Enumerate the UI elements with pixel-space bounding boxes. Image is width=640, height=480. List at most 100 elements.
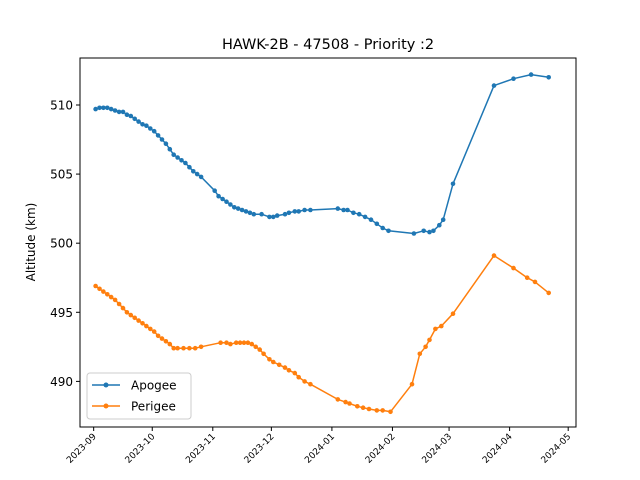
apogee-point (411, 231, 417, 236)
perigee-point (388, 409, 393, 415)
apogee-point (151, 128, 157, 134)
chart-title: HAWK-2B - 47508 - Priority :2 (222, 37, 434, 53)
apogee-point (124, 112, 130, 117)
apogee-point (362, 214, 368, 220)
perigee-point (101, 289, 106, 294)
perigee-point (228, 341, 233, 347)
perigee-point (132, 315, 137, 321)
apogee-point (194, 171, 200, 177)
legend-perigee-marker (103, 403, 109, 409)
apogee-point (228, 202, 233, 207)
y-tick-label: 510 (50, 98, 73, 112)
apogee-point (302, 207, 307, 213)
y-tick-label: 490 (50, 375, 73, 389)
y-axis-label: Altitude (km) (24, 203, 38, 282)
apogee-point (224, 199, 229, 204)
apogee-point (386, 228, 391, 234)
apogee-point (421, 228, 427, 234)
perigee-point (355, 404, 360, 409)
apogee-point (179, 158, 184, 163)
perigee-point (308, 381, 313, 387)
perigee-point (427, 337, 432, 343)
perigee-point (224, 340, 229, 346)
y-tick-label: 500 (50, 237, 73, 251)
perigee-point (257, 347, 263, 352)
perigee-point (491, 253, 497, 258)
perigee-point (286, 368, 292, 373)
perigee-point (163, 339, 169, 344)
apogee-point (112, 108, 118, 113)
apogee-point (259, 211, 264, 217)
perigee-point (450, 311, 456, 317)
series-layer (93, 72, 551, 415)
apogee-point (159, 137, 165, 142)
perigee-point (237, 340, 243, 346)
perigee-point (360, 405, 366, 411)
perigee-point (433, 326, 438, 332)
apogee-point (148, 126, 153, 131)
apogee-point (167, 146, 173, 152)
perigee-point (249, 341, 255, 347)
perigee-point (241, 340, 247, 346)
apogee-point (220, 196, 225, 202)
y-axis: 490 495 500 505 510 (50, 98, 80, 389)
legend-perigee-label: Perigee (131, 400, 176, 414)
apogee-point (132, 116, 137, 122)
apogee-point (232, 205, 237, 210)
perigee-point (136, 318, 141, 323)
apogee-point (93, 106, 98, 112)
perigee-point (253, 344, 258, 350)
apogee-point (198, 174, 204, 180)
perigee-point (261, 351, 266, 357)
perigee-point (423, 344, 428, 350)
perigee-point (192, 345, 198, 351)
apogee-point (128, 113, 134, 119)
apogee-point (187, 164, 192, 170)
perigee-point (181, 345, 186, 351)
perigee-point (116, 301, 122, 307)
perigee-point (524, 275, 530, 281)
apogee-point (97, 105, 102, 111)
perigee-point (271, 359, 276, 365)
axes-frame (79, 57, 577, 428)
perigee-point (335, 397, 341, 402)
perigee-point (292, 370, 298, 376)
apogee-point (116, 109, 122, 115)
apogee-point (235, 206, 241, 211)
apogee-point (440, 217, 446, 222)
perigee-point (347, 401, 352, 406)
y-tick-label: 495 (50, 306, 73, 320)
apogee-point (251, 211, 257, 217)
apogee-point (341, 207, 346, 213)
perigee-point (128, 312, 134, 318)
perigee-point (198, 344, 204, 350)
perigee-point (245, 340, 251, 346)
perigee-point (159, 336, 165, 341)
perigee-point (532, 279, 538, 285)
apogee-point (271, 214, 276, 220)
y-tick-label: 505 (50, 168, 73, 182)
perigee-point (233, 340, 239, 346)
perigee-point (380, 408, 386, 413)
apogee-point (239, 207, 245, 213)
apogee-point (212, 188, 217, 193)
apogee-point (274, 213, 280, 218)
apogee-point (345, 207, 350, 213)
apogee-point (292, 209, 298, 214)
apogee-point (282, 211, 288, 217)
apogee-point (171, 152, 176, 157)
perigee-point (112, 297, 118, 303)
apogee-point (243, 209, 249, 214)
perigee-point (171, 345, 176, 351)
apogee-point (136, 119, 141, 124)
apogee-point (267, 214, 272, 220)
perigee-point (155, 333, 161, 339)
apogee-point (380, 225, 386, 231)
apogee-point (144, 123, 149, 128)
apogee-point (140, 122, 145, 127)
apogee-point (356, 211, 362, 217)
perigee-point (218, 340, 223, 346)
perigee-point (187, 345, 192, 351)
apogee-point (216, 193, 221, 199)
apogee-point (351, 210, 356, 216)
